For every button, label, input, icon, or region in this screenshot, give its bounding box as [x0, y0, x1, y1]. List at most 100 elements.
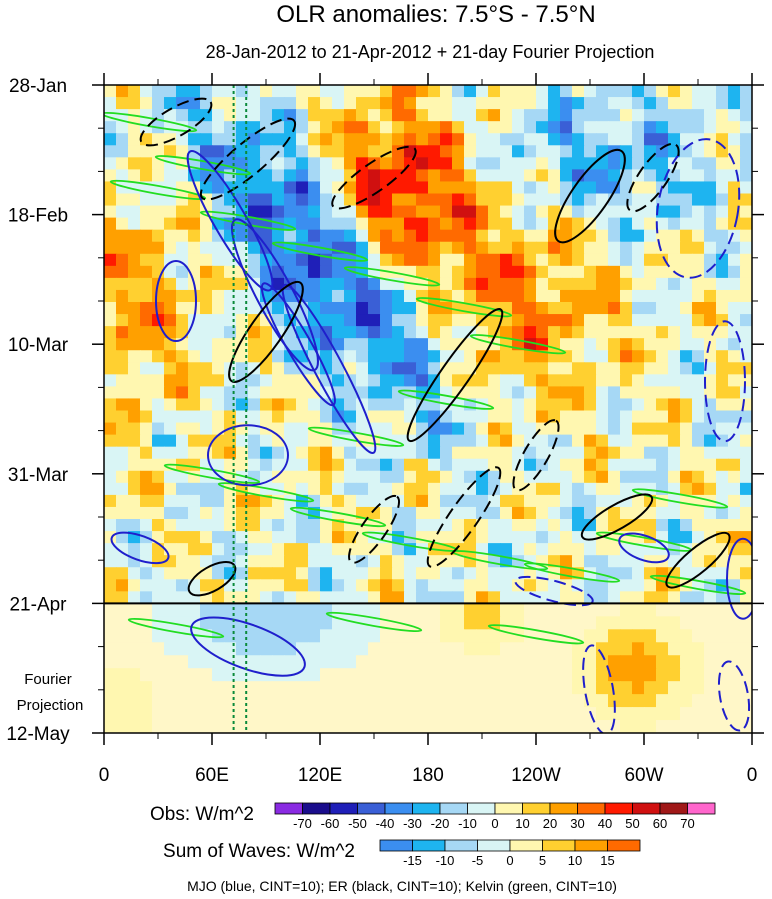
field-cell — [644, 567, 657, 580]
projection-cell — [272, 694, 285, 708]
field-cell — [140, 543, 153, 556]
field-cell — [224, 289, 237, 303]
projection-cell — [596, 603, 609, 617]
field-cell — [164, 482, 177, 496]
field-cell — [608, 398, 621, 412]
field-cell — [668, 169, 681, 183]
field-cell — [452, 241, 465, 255]
field-cell — [716, 241, 729, 255]
field-cell — [728, 519, 741, 532]
field-cell — [656, 109, 669, 122]
projection-cell — [704, 720, 717, 733]
field-cell — [464, 289, 477, 303]
field-cell — [128, 591, 141, 604]
field-cell — [524, 265, 537, 279]
projection-cell — [644, 668, 657, 682]
field-cell — [392, 362, 405, 375]
field-cell — [680, 434, 693, 448]
projection-cell — [728, 681, 741, 695]
field-cell — [536, 350, 549, 363]
field-cell — [428, 253, 441, 267]
field-cell — [320, 555, 333, 568]
projection-cell — [308, 681, 321, 695]
field-cell — [716, 181, 729, 195]
projection-cell — [596, 681, 609, 695]
field-cell — [404, 398, 417, 412]
projection-cell — [680, 720, 693, 733]
field-cell — [524, 314, 537, 327]
field-cell — [464, 591, 477, 604]
projection-cell — [500, 707, 513, 721]
field-cell — [584, 458, 597, 472]
field-cell — [560, 241, 573, 255]
projection-cell — [296, 668, 309, 682]
field-cell — [560, 579, 573, 592]
projection-cell — [428, 629, 441, 643]
projection-cell — [584, 720, 597, 733]
field-cell — [548, 362, 561, 375]
field-cell — [440, 567, 453, 580]
field-cell — [524, 302, 537, 315]
field-cell — [452, 145, 465, 158]
field-cell — [500, 169, 513, 183]
field-cell — [164, 506, 177, 520]
projection-cell — [416, 707, 429, 721]
field-cell — [596, 434, 609, 448]
field-cell — [164, 386, 177, 400]
field-cell — [608, 446, 621, 460]
field-cell — [332, 543, 345, 556]
field-cell — [728, 314, 741, 327]
field-cell — [596, 109, 609, 122]
projection-cell — [380, 603, 393, 617]
field-cell — [536, 531, 549, 544]
field-cell — [212, 591, 225, 604]
field-cell — [176, 470, 189, 484]
field-cell — [608, 145, 621, 158]
field-cell — [128, 133, 141, 146]
field-cell — [632, 289, 645, 303]
field-cell — [272, 169, 285, 183]
field-cell — [488, 567, 501, 580]
field-cell — [188, 519, 201, 532]
field-cell — [236, 362, 249, 375]
field-cell — [704, 277, 717, 291]
field-cell — [596, 579, 609, 592]
field-cell — [560, 494, 573, 508]
projection-cell — [716, 629, 729, 643]
field-cell — [116, 133, 129, 146]
field-cell — [332, 482, 345, 496]
field-cell — [620, 458, 633, 472]
field-cell — [260, 109, 273, 122]
projection-cell — [536, 681, 549, 695]
field-cell — [668, 434, 681, 448]
field-cell — [368, 591, 381, 604]
field-cell — [368, 241, 381, 255]
colorbar-level-label: 10 — [515, 816, 529, 831]
field-cell — [236, 398, 249, 412]
projection-cell — [416, 642, 429, 656]
field-cell — [572, 519, 585, 532]
field-cell — [104, 193, 117, 207]
field-cell — [140, 229, 153, 243]
field-cell — [332, 326, 345, 339]
field-cell — [140, 506, 153, 520]
field-cell — [188, 410, 201, 424]
field-cell — [704, 121, 717, 134]
projection-cell — [512, 668, 525, 682]
field-cell — [452, 289, 465, 303]
projection-cell — [380, 694, 393, 708]
field-cell — [392, 217, 405, 231]
field-cell — [128, 362, 141, 375]
field-cell — [704, 591, 717, 604]
field-cell — [380, 241, 393, 255]
field-cell — [260, 531, 273, 544]
field-cell — [548, 241, 561, 255]
projection-cell — [548, 720, 561, 733]
field-cell — [140, 386, 153, 400]
field-cell — [620, 326, 633, 339]
field-cell — [428, 193, 441, 207]
projection-cell — [644, 629, 657, 643]
field-cell — [272, 289, 285, 303]
field-cell — [656, 410, 669, 424]
field-cell — [308, 519, 321, 532]
